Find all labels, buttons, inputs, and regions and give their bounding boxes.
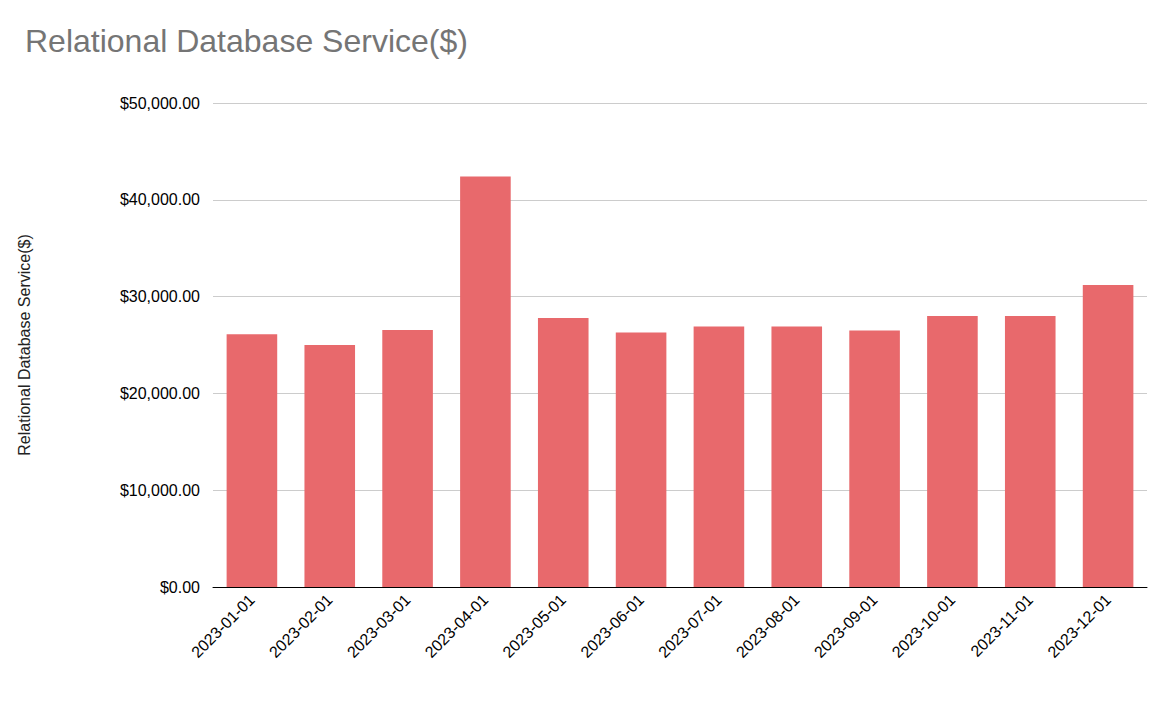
- svg-text:$20,000.00: $20,000.00: [120, 385, 200, 402]
- svg-text:2023-10-01: 2023-10-01: [889, 591, 959, 661]
- svg-text:2023-12-01: 2023-12-01: [1044, 591, 1114, 661]
- svg-text:2023-05-01: 2023-05-01: [499, 591, 569, 661]
- svg-text:2023-11-01: 2023-11-01: [967, 591, 1036, 660]
- svg-text:$50,000.00: $50,000.00: [120, 95, 200, 112]
- svg-text:2023-09-01: 2023-09-01: [811, 591, 881, 661]
- svg-text:$40,000.00: $40,000.00: [120, 191, 200, 208]
- svg-text:2023-07-01: 2023-07-01: [655, 591, 725, 661]
- svg-text:Relational Database Service($): Relational Database Service($): [25, 23, 468, 59]
- svg-text:2023-02-01: 2023-02-01: [266, 591, 336, 661]
- svg-text:Relational Database Service($): Relational Database Service($): [16, 234, 33, 455]
- svg-text:2023-03-01: 2023-03-01: [344, 591, 414, 661]
- svg-text:2023-06-01: 2023-06-01: [577, 591, 647, 661]
- svg-text:2023-01-01: 2023-01-01: [188, 591, 258, 661]
- svg-text:$10,000.00: $10,000.00: [120, 482, 200, 499]
- svg-text:2023-04-01: 2023-04-01: [422, 591, 492, 661]
- svg-text:2023-08-01: 2023-08-01: [733, 591, 803, 661]
- svg-text:$30,000.00: $30,000.00: [120, 288, 200, 305]
- svg-text:$0.00: $0.00: [160, 579, 200, 596]
